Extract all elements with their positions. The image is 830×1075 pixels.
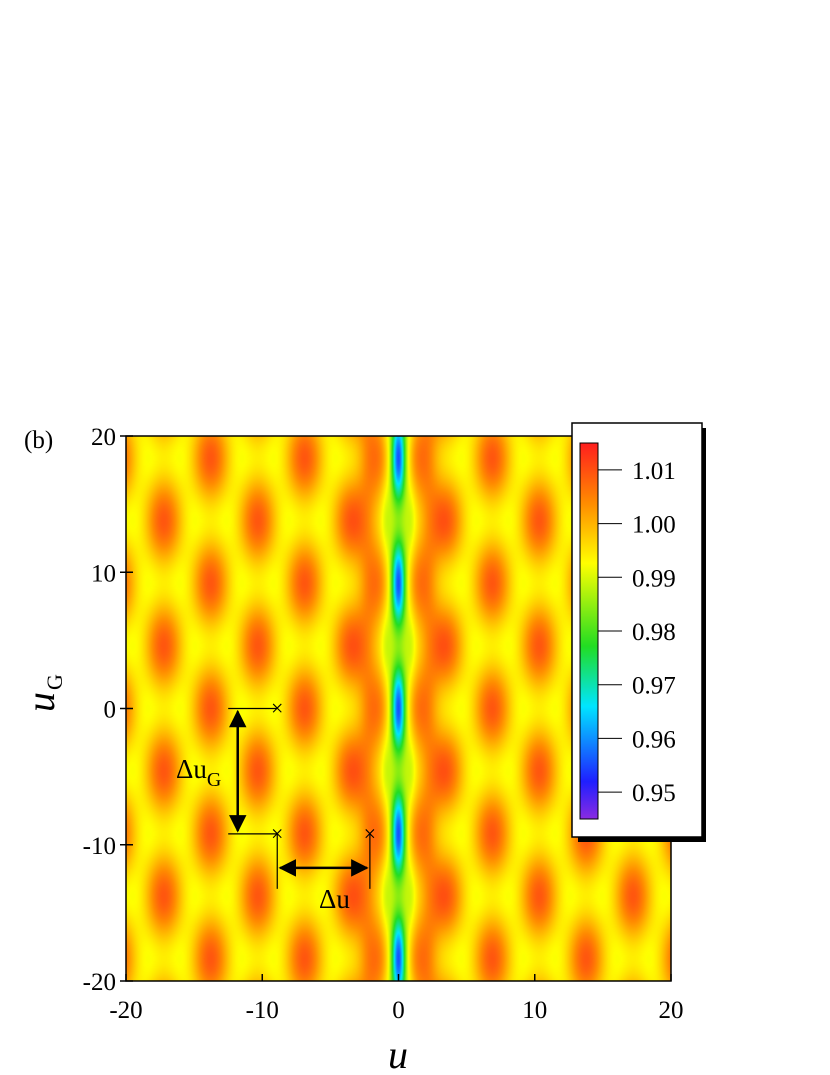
colorbar-tick-label: 0.96: [632, 726, 676, 753]
y-tick-label: 10: [91, 560, 116, 587]
x-tick-label: 0: [392, 997, 405, 1024]
colorbar-gradient: [579, 442, 599, 820]
x-tick-label: 20: [659, 997, 684, 1024]
panel-label: (b): [24, 427, 53, 454]
colorbar-ticks: 1.01 1.00 0.99 0.98 0.97 0.96 0.95: [598, 458, 676, 807]
colorbar-tick-label: 0.97: [632, 673, 676, 700]
colorbar-tick-label: 1.00: [632, 512, 676, 539]
x-tick-label: -10: [246, 997, 279, 1024]
colorbar-tick-label: 0.98: [632, 619, 676, 646]
colorbar-tick-label: 1.01: [632, 458, 676, 485]
y-axis-label-group: u G: [18, 674, 67, 712]
colorbar-legend: 1.01 1.00 0.99 0.98 0.97 0.96 0.95: [571, 422, 706, 842]
x-tick-label: -20: [109, 997, 142, 1024]
delta-u-label: Δu: [319, 884, 350, 914]
y-tick-label: -10: [83, 833, 116, 860]
y-axis-label: u: [18, 692, 63, 712]
y-tick-label: -20: [83, 969, 116, 996]
marker-cross: ×: [271, 821, 283, 846]
y-axis-ticks: -20 -10 0 10 20: [83, 424, 133, 996]
x-axis-ticks: -20 -10 0 10 20: [109, 974, 684, 1024]
marker-cross: ×: [271, 696, 283, 721]
y-axis-label-subscript: G: [42, 674, 67, 690]
y-tick-label: 0: [104, 697, 117, 724]
colorbar-tick-label: 0.99: [632, 565, 676, 592]
annotations: × × × ΔuG Δu: [176, 696, 376, 915]
x-axis-label: u: [388, 1032, 408, 1075]
delta-ug-label: ΔuG: [176, 754, 221, 791]
marker-cross: ×: [364, 821, 376, 846]
y-tick-label: 20: [91, 424, 116, 451]
x-tick-label: 10: [522, 997, 547, 1024]
colorbar-tick-label: 0.95: [632, 780, 676, 807]
